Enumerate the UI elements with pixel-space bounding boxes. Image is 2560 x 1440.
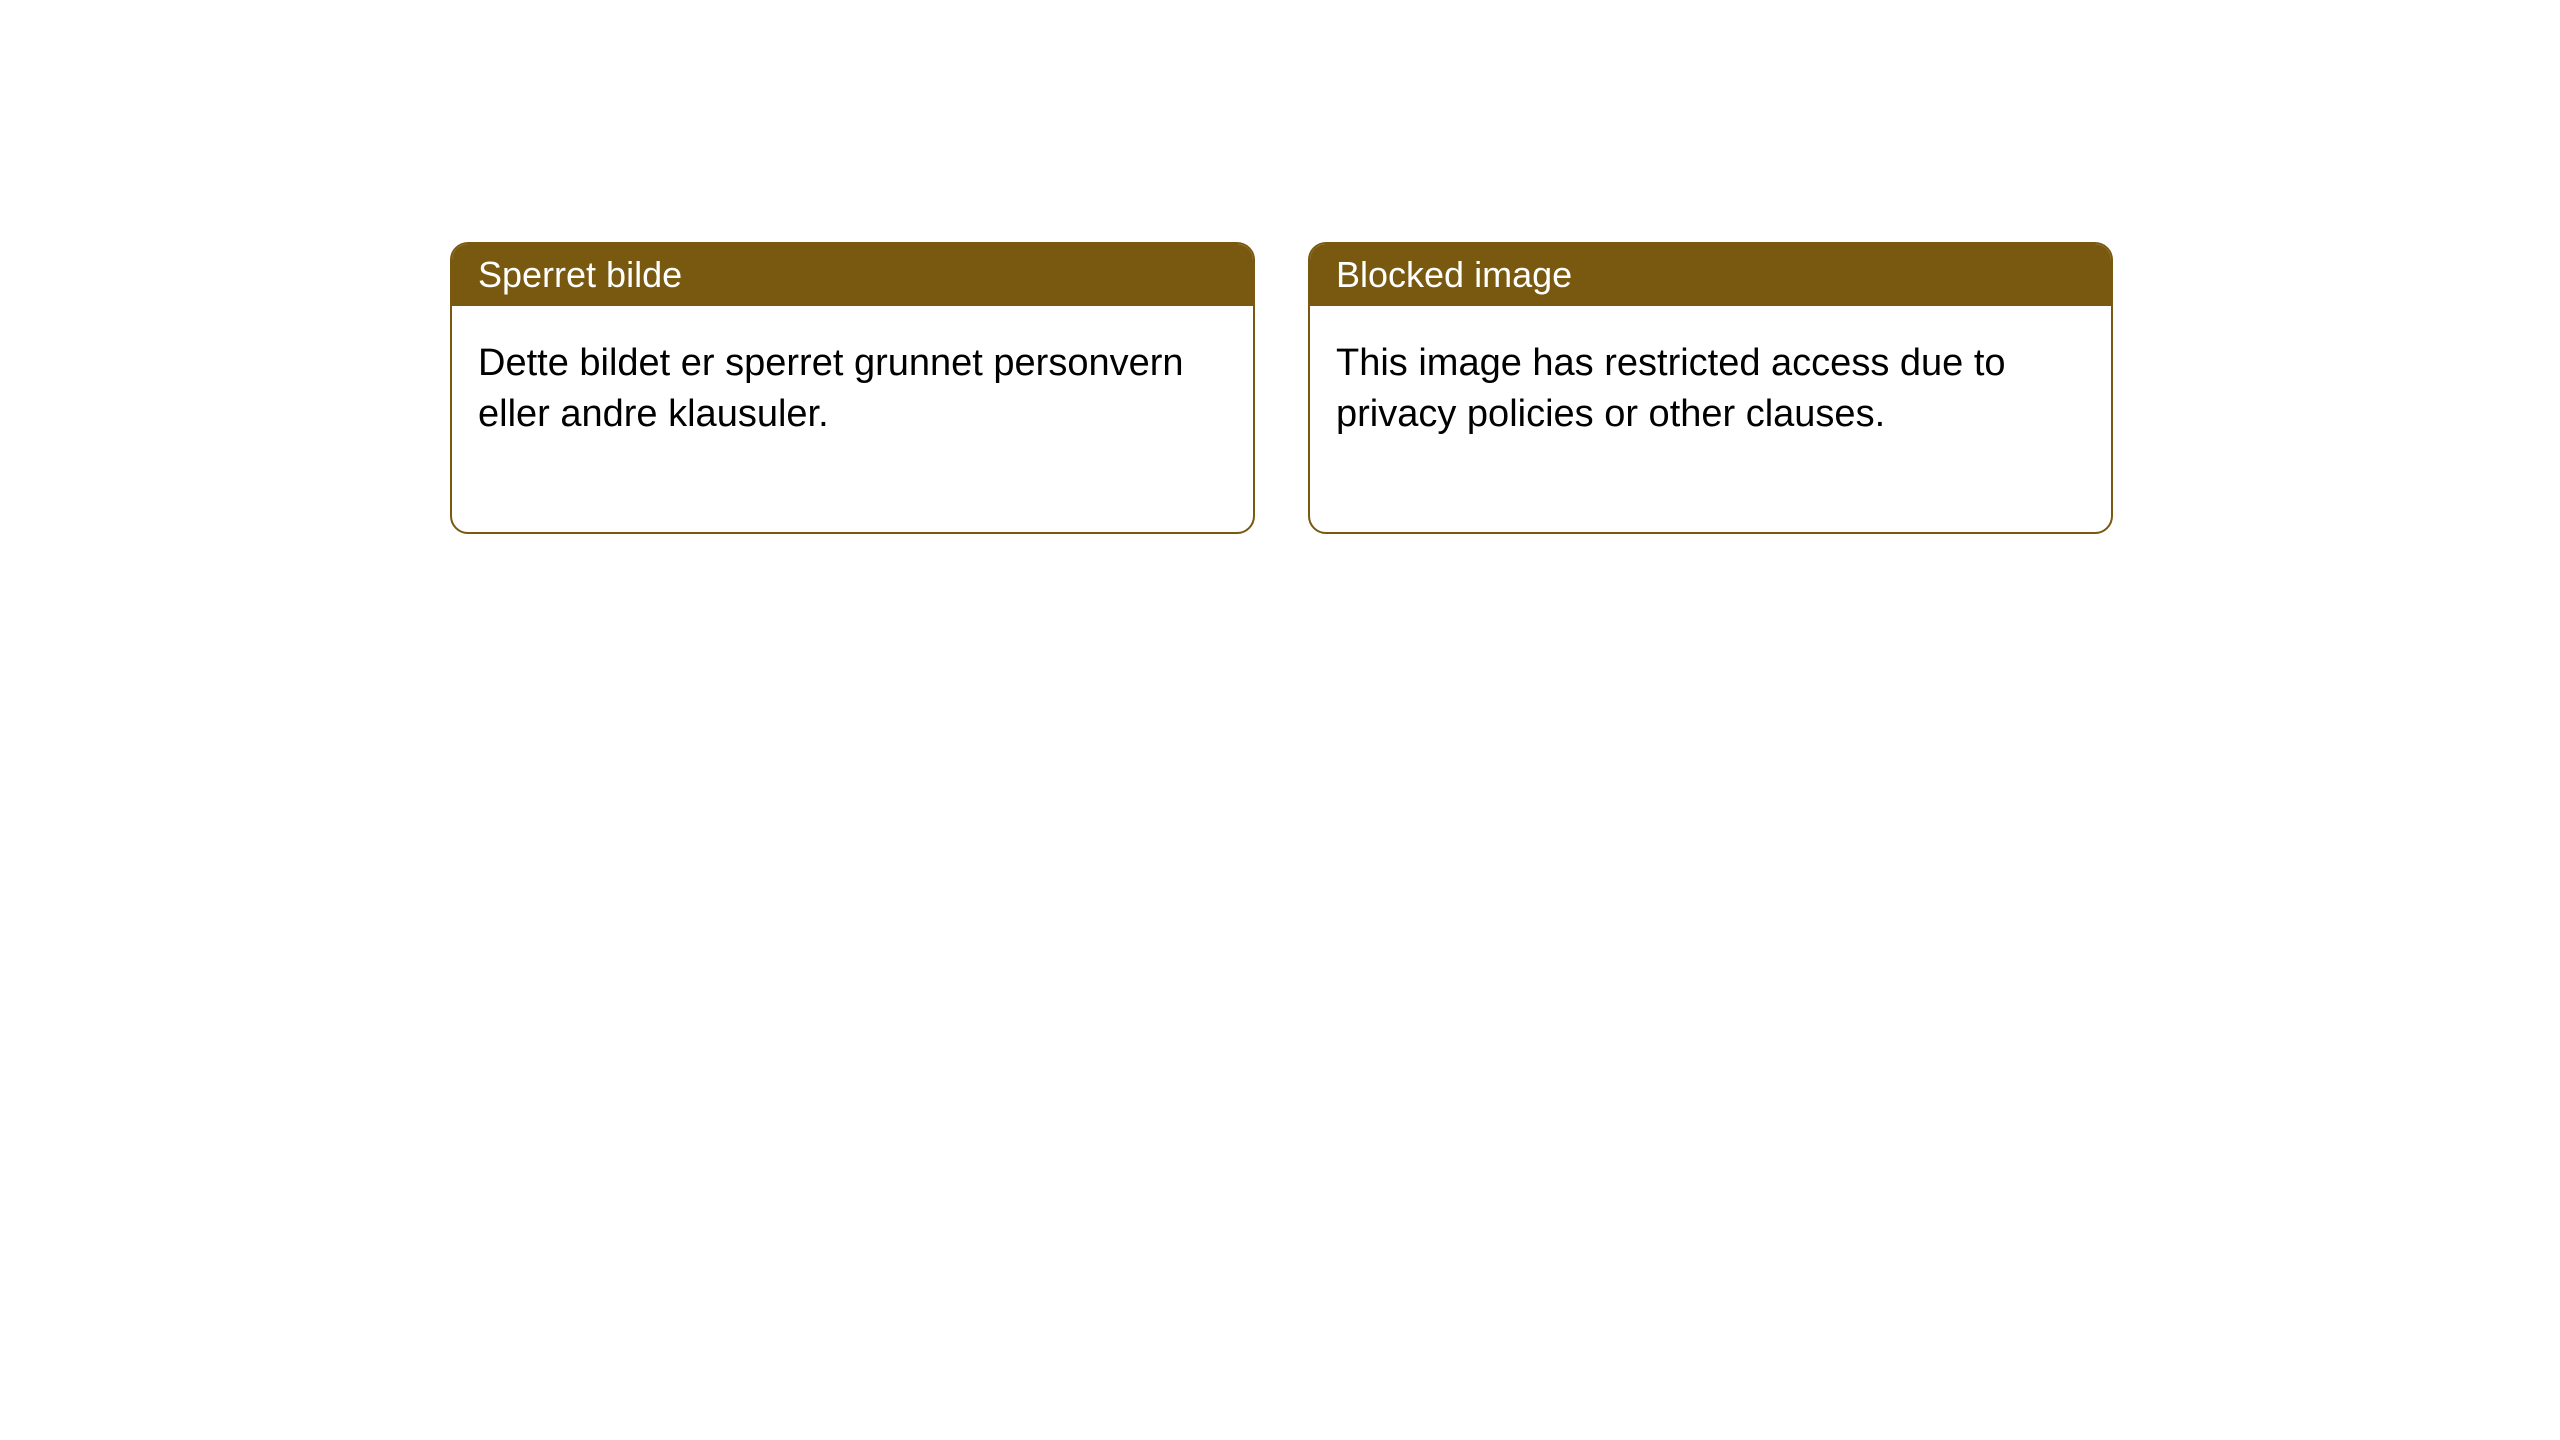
blocked-image-card-en: Blocked image This image has restricted … xyxy=(1308,242,2113,534)
card-title-en: Blocked image xyxy=(1336,254,1572,295)
blocked-image-card-no: Sperret bilde Dette bildet er sperret gr… xyxy=(450,242,1255,534)
card-message-en: This image has restricted access due to … xyxy=(1336,342,2006,435)
card-header-no: Sperret bilde xyxy=(452,244,1253,306)
card-body-en: This image has restricted access due to … xyxy=(1310,306,2111,532)
card-title-no: Sperret bilde xyxy=(478,254,682,295)
card-header-en: Blocked image xyxy=(1310,244,2111,306)
message-cards-container: Sperret bilde Dette bildet er sperret gr… xyxy=(0,0,2560,534)
card-body-no: Dette bildet er sperret grunnet personve… xyxy=(452,306,1253,532)
card-message-no: Dette bildet er sperret grunnet personve… xyxy=(478,342,1184,435)
